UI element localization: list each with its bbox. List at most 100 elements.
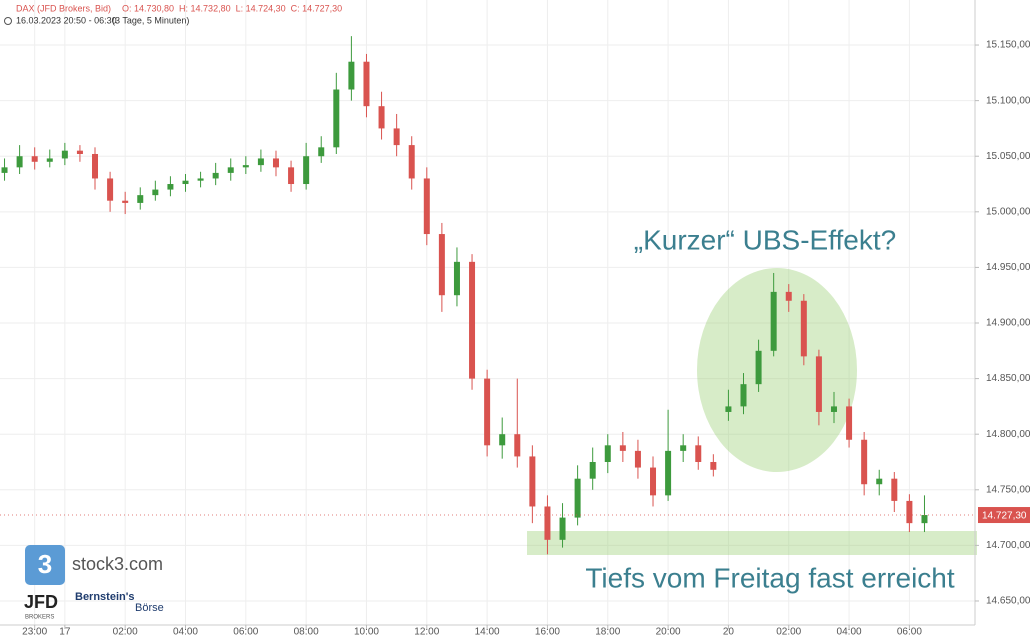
stock3-icon-bg bbox=[25, 545, 65, 585]
candle-body bbox=[182, 180, 189, 185]
y-tick-label: 14.900,00 bbox=[986, 318, 1030, 329]
y-tick-label: 14.800,00 bbox=[986, 429, 1030, 440]
y-tick-label: 14.950,00 bbox=[986, 262, 1030, 273]
candle-body bbox=[861, 439, 868, 485]
candle-body bbox=[695, 445, 702, 462]
interval: (3 Tage, 5 Minuten) bbox=[112, 15, 189, 25]
candle-body bbox=[378, 106, 385, 129]
candle-body bbox=[589, 461, 596, 479]
candle-body bbox=[469, 261, 476, 379]
candle-body bbox=[438, 234, 445, 296]
jfd-logo: JFD bbox=[24, 592, 58, 612]
annotation: Tiefs vom Freitag fast erreicht bbox=[585, 562, 955, 593]
candle-body bbox=[710, 461, 717, 470]
candle-body bbox=[634, 450, 641, 468]
candle-body bbox=[800, 300, 807, 357]
candle-body bbox=[31, 156, 38, 162]
y-tick-label: 14.850,00 bbox=[986, 373, 1030, 384]
candle-body bbox=[333, 89, 340, 148]
candle-body bbox=[830, 406, 837, 412]
candle-body bbox=[152, 189, 159, 196]
candle-body bbox=[303, 156, 310, 185]
candle-body bbox=[619, 445, 626, 451]
x-tick-label: 04:00 bbox=[837, 627, 862, 638]
candle-body bbox=[665, 450, 672, 496]
candle-body bbox=[122, 200, 129, 203]
candle-body bbox=[76, 150, 83, 154]
y-tick-label: 14.750,00 bbox=[986, 484, 1030, 495]
candle-body bbox=[393, 128, 400, 146]
candle-body bbox=[288, 167, 295, 185]
x-tick-label: 10:00 bbox=[354, 627, 379, 638]
y-tick-label: 15.150,00 bbox=[986, 40, 1030, 51]
candle-body bbox=[453, 261, 460, 296]
x-tick-label: 16:00 bbox=[535, 627, 560, 638]
candle-body bbox=[257, 158, 264, 166]
x-tick-label: 08:00 bbox=[294, 627, 319, 638]
candle-body bbox=[544, 506, 551, 540]
candle-body bbox=[1, 167, 8, 173]
candle-body bbox=[423, 178, 430, 235]
highlight-ellipse bbox=[697, 268, 857, 472]
last-price-label: 14.727,30 bbox=[982, 511, 1027, 522]
instrument: DAX (JFD Brokers, Bid) bbox=[16, 3, 111, 13]
candle-body bbox=[574, 478, 581, 518]
candle-body bbox=[167, 184, 174, 190]
candle-body bbox=[227, 167, 234, 173]
candle-body bbox=[272, 158, 279, 168]
x-tick-label: 06:00 bbox=[233, 627, 258, 638]
boerse-logo: Börse bbox=[135, 602, 164, 614]
candle-body bbox=[212, 172, 219, 179]
candle-body bbox=[137, 195, 144, 203]
date-range: 16.03.2023 20:50 - 06:30 bbox=[16, 15, 117, 25]
candle-body bbox=[891, 478, 898, 501]
candle-body bbox=[107, 178, 114, 201]
y-tick-label: 14.650,00 bbox=[986, 596, 1030, 607]
x-tick-label: 12:00 bbox=[414, 627, 439, 638]
candle-body bbox=[680, 445, 687, 451]
candle-body bbox=[197, 178, 204, 181]
x-tick-label: 18:00 bbox=[595, 627, 620, 638]
candle-body bbox=[559, 517, 566, 540]
candle-body bbox=[348, 61, 355, 90]
x-tick-label: 20:00 bbox=[656, 627, 681, 638]
candle-body bbox=[846, 406, 853, 440]
y-tick-label: 15.050,00 bbox=[986, 151, 1030, 162]
candle-body bbox=[921, 515, 928, 524]
candle-body bbox=[514, 434, 521, 457]
candle-body bbox=[785, 291, 792, 301]
candle-body bbox=[725, 406, 732, 412]
candle-body bbox=[906, 500, 913, 524]
annotation: „Kurzer“ UBS-Effekt? bbox=[634, 224, 896, 255]
candle-body bbox=[740, 384, 747, 407]
candle-body bbox=[484, 378, 491, 446]
candle-body bbox=[46, 158, 53, 162]
candle-body bbox=[650, 467, 657, 496]
candle-body bbox=[318, 147, 325, 157]
x-tick-label: 06:00 bbox=[897, 627, 922, 638]
y-tick-label: 15.100,00 bbox=[986, 95, 1030, 106]
x-tick-label: 04:00 bbox=[173, 627, 198, 638]
candles bbox=[0, 36, 975, 555]
x-tick-label: 02:00 bbox=[113, 627, 138, 638]
x-tick-label: 17 bbox=[59, 627, 71, 638]
stock3-icon: 3 bbox=[38, 549, 52, 579]
candle-body bbox=[815, 356, 822, 412]
candle-body bbox=[92, 153, 99, 179]
candle-body bbox=[61, 150, 68, 159]
candle-body bbox=[604, 445, 611, 462]
x-tick-label: 02:00 bbox=[776, 627, 801, 638]
ohlc: O: 14.730,80 H: 14.732,80 L: 14.724,30 C… bbox=[122, 3, 342, 13]
jfd-sub: BROKERS bbox=[25, 615, 54, 621]
last-price-box bbox=[978, 507, 1030, 524]
candle-body bbox=[16, 156, 23, 168]
candle-body bbox=[363, 61, 370, 107]
candle-body bbox=[755, 350, 762, 385]
y-tick-label: 14.700,00 bbox=[986, 540, 1030, 551]
x-tick-label: 23:00 bbox=[22, 627, 47, 638]
x-tick-label: 14:00 bbox=[475, 627, 500, 638]
highlight-band bbox=[527, 531, 977, 555]
